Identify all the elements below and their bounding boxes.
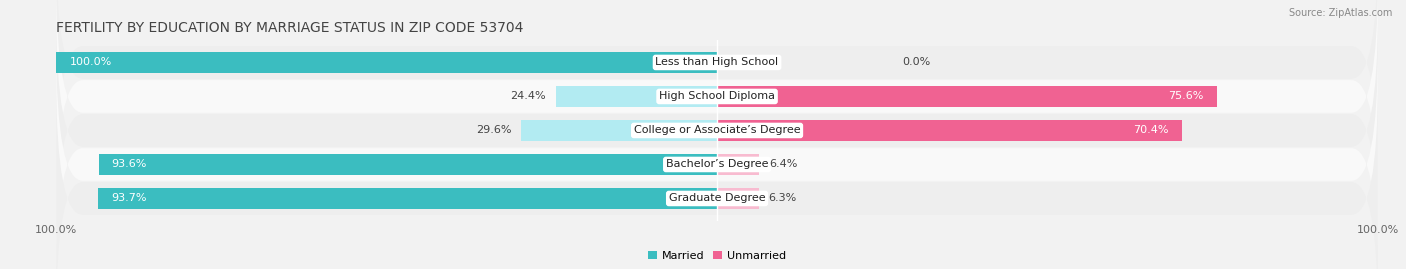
Bar — [522, 120, 717, 141]
FancyBboxPatch shape — [56, 79, 1378, 269]
Text: College or Associate’s Degree: College or Associate’s Degree — [634, 125, 800, 136]
Text: 93.7%: 93.7% — [111, 193, 146, 203]
Bar — [555, 86, 717, 107]
FancyBboxPatch shape — [56, 0, 1378, 182]
Text: 70.4%: 70.4% — [1133, 125, 1168, 136]
Text: Source: ZipAtlas.com: Source: ZipAtlas.com — [1288, 8, 1392, 18]
Text: 0.0%: 0.0% — [903, 58, 931, 68]
Text: 100.0%: 100.0% — [69, 58, 111, 68]
FancyBboxPatch shape — [56, 45, 1378, 269]
Text: Less than High School: Less than High School — [655, 58, 779, 68]
Bar — [717, 154, 759, 175]
Bar — [717, 120, 1182, 141]
Text: FERTILITY BY EDUCATION BY MARRIAGE STATUS IN ZIP CODE 53704: FERTILITY BY EDUCATION BY MARRIAGE STATU… — [56, 21, 523, 35]
Bar — [98, 154, 717, 175]
Text: High School Diploma: High School Diploma — [659, 91, 775, 101]
Bar — [98, 188, 717, 209]
Legend: Married, Unmarried: Married, Unmarried — [644, 246, 790, 266]
Text: 75.6%: 75.6% — [1168, 91, 1204, 101]
Bar — [56, 52, 717, 73]
Text: 93.6%: 93.6% — [111, 160, 148, 169]
Text: 29.6%: 29.6% — [477, 125, 512, 136]
Text: Bachelor’s Degree: Bachelor’s Degree — [666, 160, 768, 169]
Text: 6.4%: 6.4% — [769, 160, 797, 169]
Bar — [717, 86, 1216, 107]
FancyBboxPatch shape — [56, 11, 1378, 250]
Bar — [717, 188, 759, 209]
Text: 24.4%: 24.4% — [510, 91, 546, 101]
Text: Graduate Degree: Graduate Degree — [669, 193, 765, 203]
FancyBboxPatch shape — [56, 0, 1378, 216]
Text: 6.3%: 6.3% — [769, 193, 797, 203]
